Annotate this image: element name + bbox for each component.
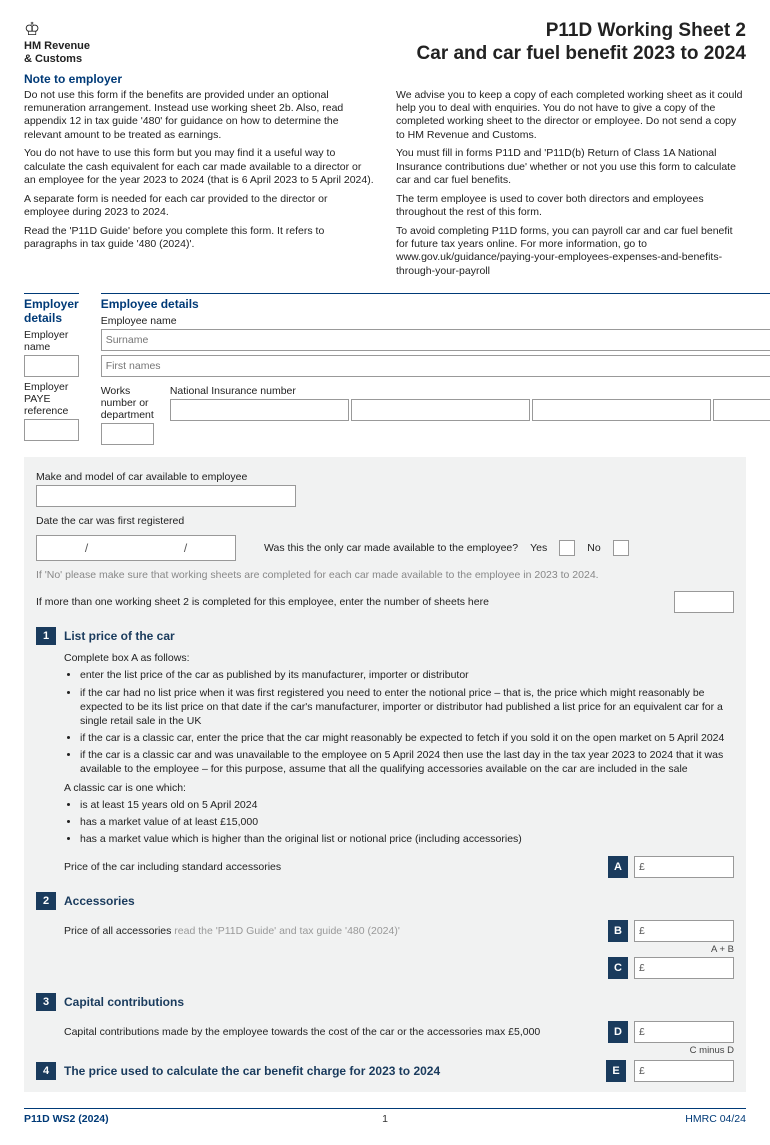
box-b-badge: B (608, 920, 628, 942)
s2-title: Accessories (64, 894, 135, 908)
note-columns: Do not use this form if the benefits are… (24, 89, 746, 284)
note-heading: Note to employer (24, 72, 746, 86)
box-e-badge: E (606, 1060, 626, 1082)
title-line2: Car and car fuel benefit 2023 to 2024 (417, 43, 746, 64)
ni-cell[interactable] (170, 399, 349, 421)
make-model-input[interactable] (36, 485, 296, 507)
section-3-title: 3 Capital contributions (36, 993, 734, 1011)
details-row: Employer details Employer name Employer … (24, 293, 746, 445)
note-r-0: We advise you to keep a copy of each com… (396, 89, 746, 143)
s3-label: Capital contributions made by the employ… (64, 1026, 602, 1038)
ni-cell[interactable] (532, 399, 711, 421)
employee-surname-input[interactable] (101, 329, 770, 351)
date-label: Date the car was first registered (36, 515, 734, 527)
footer-left: P11D WS2 (2024) (24, 1113, 109, 1125)
note-r-3: To avoid completing P11D forms, you can … (396, 225, 746, 279)
employee-title: Employee details (101, 293, 770, 311)
badge-2: 2 (36, 892, 56, 910)
box-c-badge: C (608, 957, 628, 979)
document-title: P11D Working Sheet 2Car and car fuel ben… (417, 20, 746, 66)
formula-cd: C minus D (606, 1045, 734, 1056)
s1-c2: has a market value which is higher than … (80, 832, 734, 846)
yes-checkbox[interactable] (559, 540, 575, 556)
ni-label: National Insurance number (170, 385, 770, 397)
box-d-badge: D (608, 1021, 628, 1043)
box-a-input[interactable]: £ (634, 856, 734, 878)
note-l-2: A separate form is needed for each car p… (24, 193, 374, 220)
box-e-input[interactable]: £ (634, 1060, 734, 1082)
employer-paye-input[interactable] (24, 419, 79, 441)
yes-label: Yes (530, 542, 547, 554)
org-line1: HM Revenue (24, 40, 90, 52)
classic-intro: A classic car is one which: (64, 781, 734, 795)
if-no-note: If 'No' please make sure that working sh… (36, 569, 734, 581)
note-r-2: The term employee is used to cover both … (396, 193, 746, 220)
box-c-input[interactable]: £ (634, 957, 734, 979)
note-col-left: Do not use this form if the benefits are… (24, 89, 374, 284)
note-l-0: Do not use this form if the benefits are… (24, 89, 374, 143)
s1-title: List price of the car (64, 629, 175, 643)
badge-1: 1 (36, 627, 56, 645)
employer-title: Employer details (24, 293, 79, 325)
badge-3: 3 (36, 993, 56, 1011)
employee-firstnames-input[interactable] (101, 355, 770, 377)
s1-intro: Complete box A as follows: (64, 651, 734, 665)
s1-c1: has a market value of at least £15,000 (80, 815, 734, 829)
formula-ab: A + B (606, 944, 734, 955)
crown-icon: ♔ (24, 20, 40, 38)
ni-cell[interactable] (351, 399, 530, 421)
note-l-3: Read the 'P11D Guide' before you complet… (24, 225, 374, 252)
s3-title: Capital contributions (64, 995, 184, 1009)
employer-name-label: Employer name (24, 329, 79, 353)
box-b-input[interactable]: £ (634, 920, 734, 942)
employer-details: Employer details Employer name Employer … (24, 293, 79, 445)
employee-name-label: Employee name (101, 315, 770, 327)
section-2-title: 2 Accessories (36, 892, 734, 910)
note-l-1: You do not have to use this form but you… (24, 147, 374, 187)
hmrc-logo: ♔ HM Revenue& Customs (24, 20, 90, 65)
car-details-section: Make and model of car available to emplo… (24, 457, 746, 1092)
s1-c0: is at least 15 years old on 5 April 2024 (80, 798, 734, 812)
employee-details: Employee details Employee name Works num… (101, 293, 770, 445)
employer-name-input[interactable] (24, 355, 79, 377)
s1-b3: if the car is a classic car and was unav… (80, 748, 734, 776)
s1-b0: enter the list price of the car as publi… (80, 668, 734, 682)
footer-right: HMRC 04/24 (685, 1113, 746, 1125)
no-label: No (587, 542, 600, 554)
employer-paye-label: Employer PAYE reference (24, 381, 79, 417)
note-col-right: We advise you to keep a copy of each com… (396, 89, 746, 284)
s2-muted: read the 'P11D Guide' and tax guide '480… (174, 925, 400, 937)
title-line1: P11D Working Sheet 2 (546, 20, 746, 41)
footer-page: 1 (382, 1113, 388, 1125)
s1-price-label: Price of the car including standard acce… (64, 861, 602, 873)
no-checkbox[interactable] (613, 540, 629, 556)
badge-4: 4 (36, 1062, 56, 1080)
s1-body: Complete box A as follows: enter the lis… (64, 651, 734, 846)
footer: P11D WS2 (2024) 1 HMRC 04/24 (24, 1108, 746, 1125)
s2-label: Price of all accessories (64, 925, 174, 937)
s1-b2: if the car is a classic car, enter the p… (80, 731, 734, 745)
sheets-count-input[interactable] (674, 591, 734, 613)
works-input[interactable] (101, 423, 154, 445)
box-d-input[interactable]: £ (634, 1021, 734, 1043)
only-car-question: Was this the only car made available to … (264, 542, 518, 554)
box-a-badge: A (608, 856, 628, 878)
page: ♔ HM Revenue& Customs P11D Working Sheet… (0, 0, 770, 1145)
ni-cell[interactable] (713, 399, 770, 421)
section-4-title: 4 The price used to calculate the car be… (36, 1060, 734, 1082)
s1-b1: if the car had no list price when it was… (80, 686, 734, 729)
header: ♔ HM Revenue& Customs P11D Working Sheet… (24, 20, 746, 66)
s4-title: The price used to calculate the car bene… (64, 1064, 598, 1078)
section-1-title: 1 List price of the car (36, 627, 734, 645)
sheets-text: If more than one working sheet 2 is comp… (36, 596, 489, 608)
works-label: Works number or department (101, 385, 154, 421)
date-registered-input[interactable]: // (36, 535, 236, 561)
make-label: Make and model of car available to emplo… (36, 471, 734, 483)
org-line2: & Customs (24, 53, 82, 65)
note-r-1: You must fill in forms P11D and 'P11D(b)… (396, 147, 746, 187)
ni-boxes (170, 399, 770, 421)
